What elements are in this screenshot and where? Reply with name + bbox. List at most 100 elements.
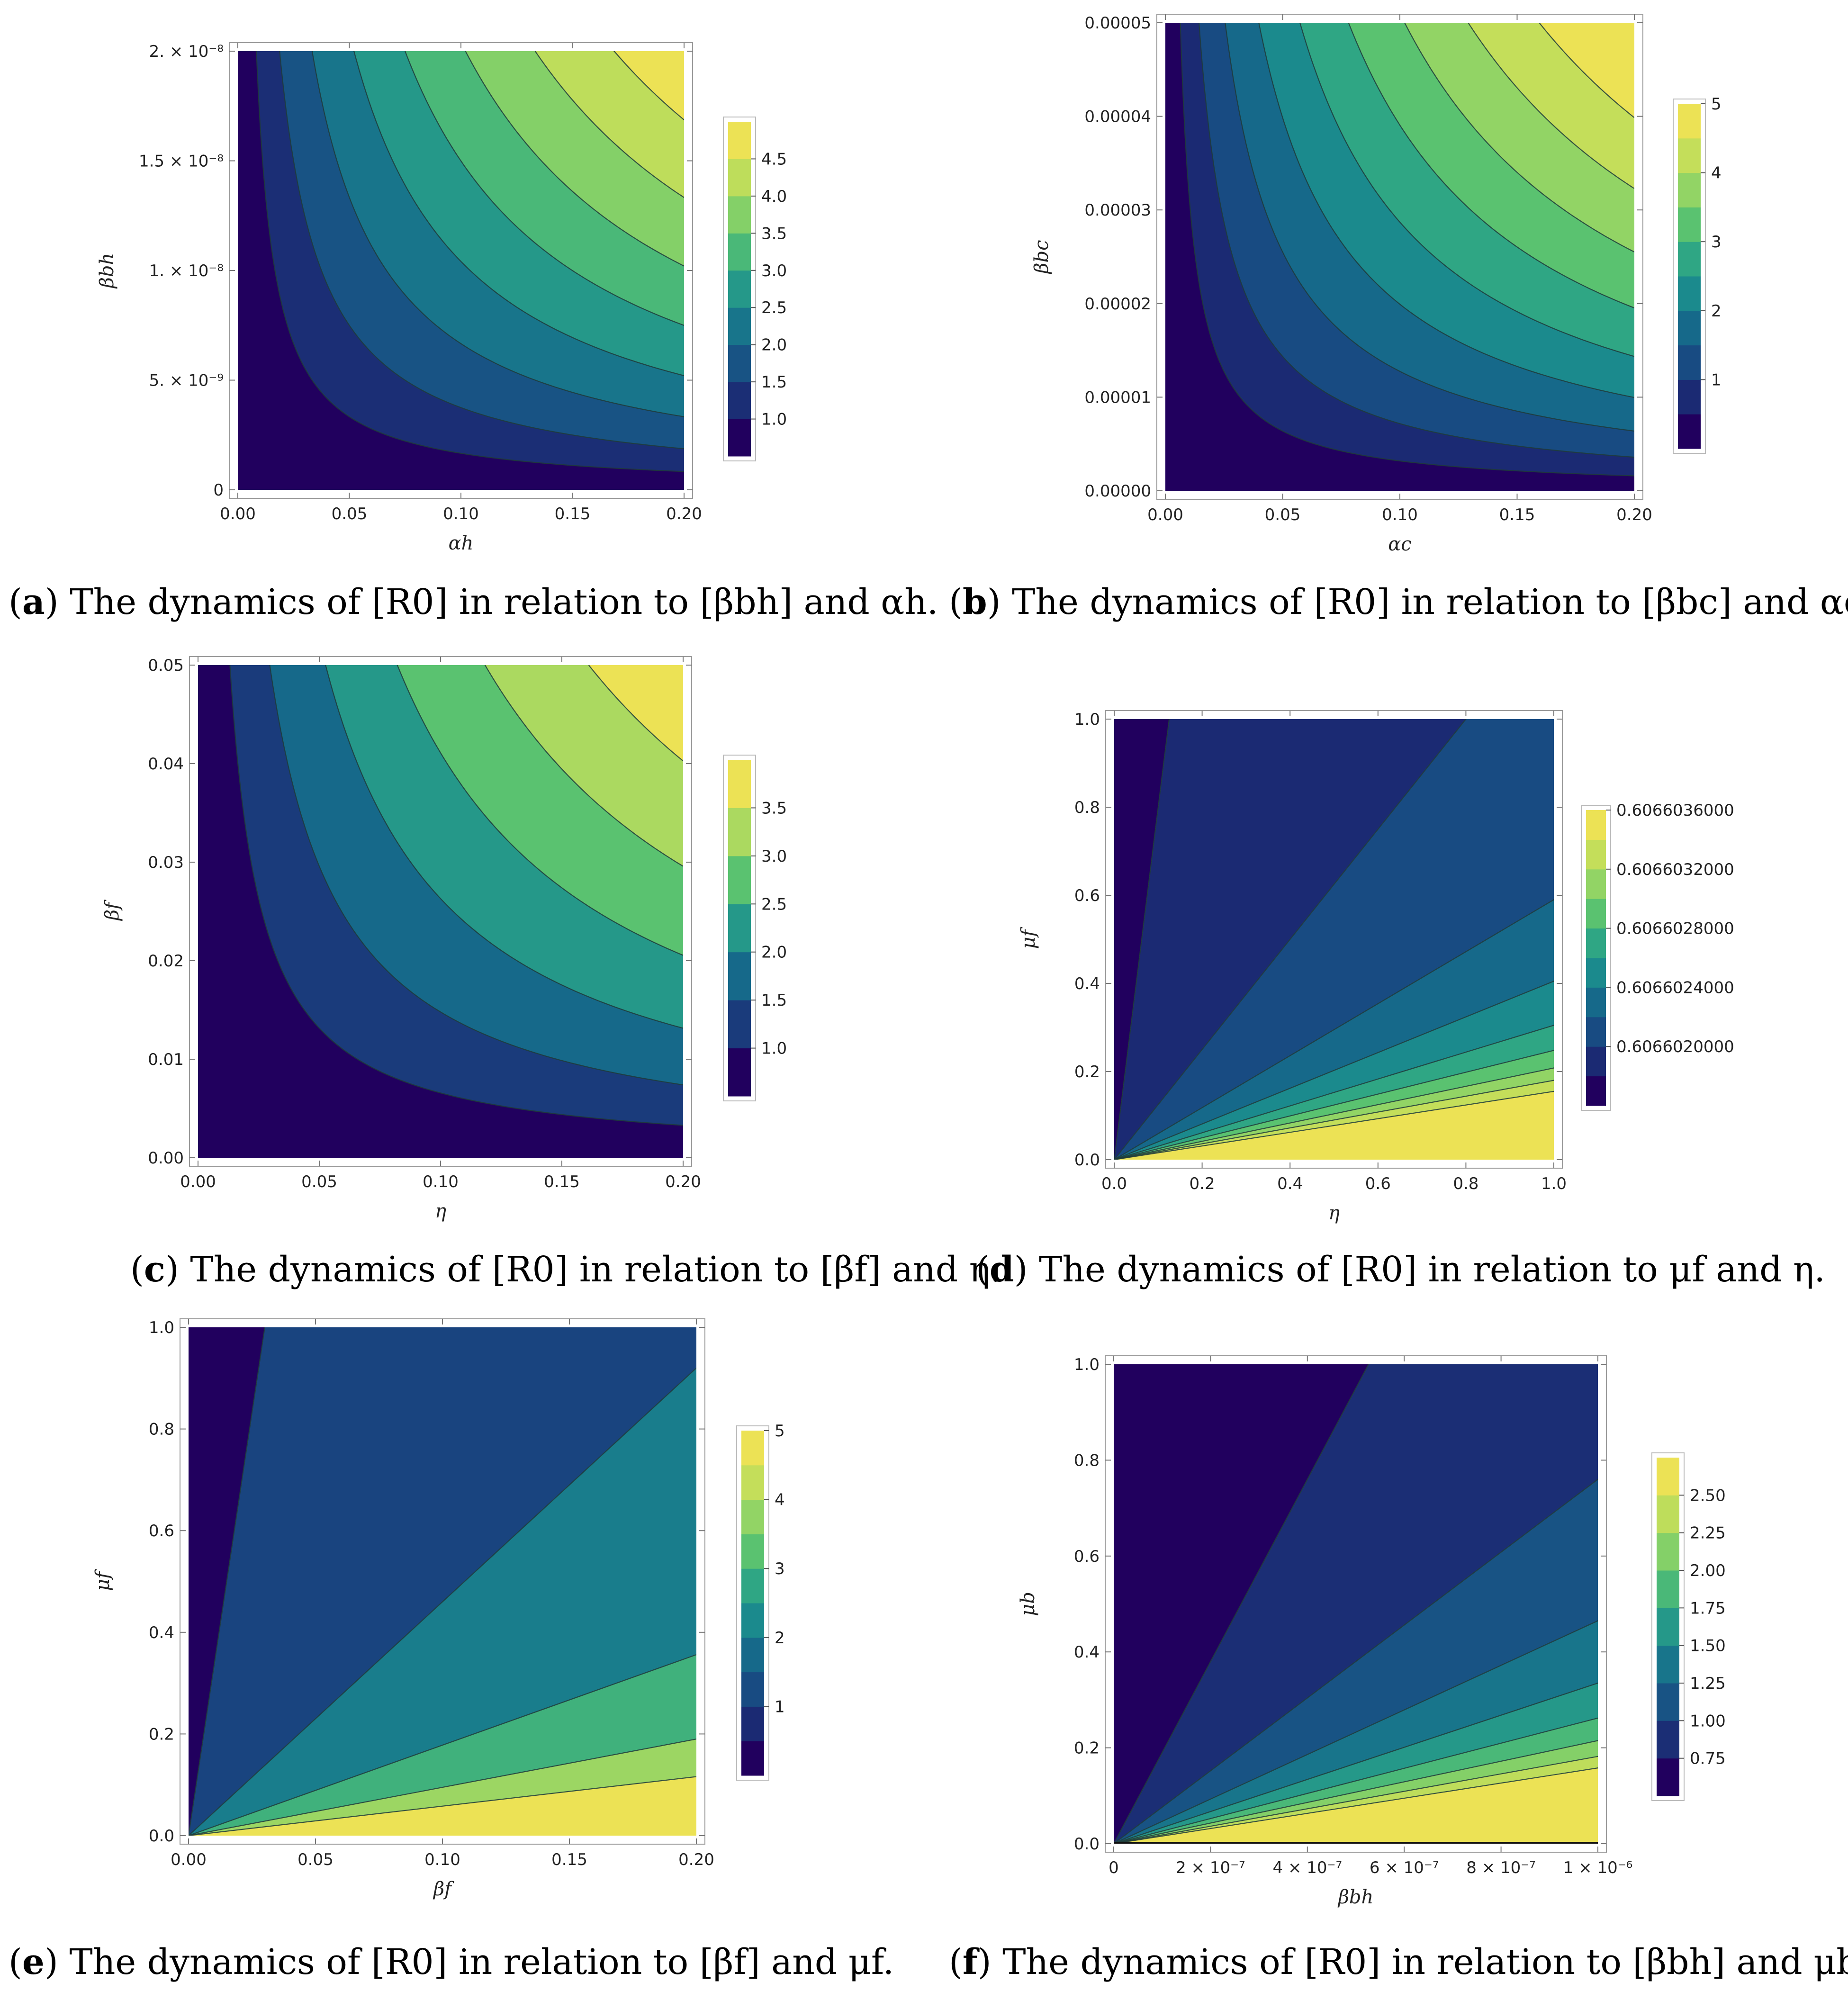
y-tick-label: 0.2 [1074,1063,1100,1081]
contour-line [353,51,684,377]
y-tick-label: 0.8 [149,1420,174,1439]
legend-swatch [1586,1076,1606,1106]
legend-swatch [1586,958,1606,988]
contour-line [1114,1767,1598,1844]
y-axis-label: βbh [96,253,118,289]
legend-label: 4 [775,1491,785,1510]
legend-swatch [1678,104,1701,139]
y-tick-label: 0.4 [1074,974,1100,993]
contour-line [1404,23,1634,252]
legend-swatch [728,1000,751,1049]
y-tick-label: 0.02 [148,952,184,971]
contour-area [198,665,683,1158]
legend-swatch [1678,276,1701,311]
legend-label: 3 [775,1559,785,1578]
x-axis-label: βbh [1337,1886,1374,1908]
y-tick-label: 0.03 [148,853,184,872]
legend-swatch [741,1603,764,1638]
chart-d: 0.0 0.2 0.4 0.6 0.8 1.0 0.0 0.2 0.4 0.6 0.8 1.0 η μf 0… [976,710,1825,1290]
legend-swatch [728,196,751,234]
y-tick-label: 0.6 [1074,886,1100,905]
y-axis-label: βf [101,900,123,921]
contour-line [405,51,684,326]
y-tick-label: 0.05 [148,656,184,675]
y-tick-label: 2. × 10⁻⁸ [149,42,224,61]
contour-band [614,51,684,120]
contour-area [1165,23,1634,491]
legend-swatch [741,1706,764,1741]
chart-e: 0.00 0.05 0.10 0.15 0.20 0.0 0.2 0.4 0.6 0.8 1.0 βf… [9,1318,894,1982]
legend-label: 4.0 [761,187,787,206]
x-tick-label: 0.05 [1265,505,1301,524]
contour-line [1468,23,1634,189]
legend-label: 3.0 [761,261,787,280]
x-tick-label: 0.00 [220,505,256,523]
legend-label: 5 [1711,95,1722,114]
x-tick-label: 6 × 10⁻⁷ [1370,1858,1439,1877]
contour-area [189,1327,696,1836]
legend-swatch [1678,138,1701,173]
legend-label: 1.00 [1690,1712,1726,1730]
contour-band [535,51,684,198]
legend-swatch [728,307,751,345]
legend-swatch [1657,1495,1679,1533]
x-tick-label: 0.2 [1190,1174,1215,1193]
caption: (e) The dynamics of [R0] in relation to … [9,1942,894,1982]
legend-label: 2.0 [761,336,787,355]
caption: (d) The dynamics of [R0] in relation to … [976,1249,1825,1290]
legend-swatch [728,233,751,271]
legend-swatch [741,1637,764,1673]
y-axis-label: μf [92,1569,114,1591]
contour-line [189,1327,266,1836]
legend-swatch [1678,242,1701,277]
legend-label: 0.75 [1690,1749,1726,1768]
contour-area [1114,1364,1598,1844]
y-tick-label: 0.0 [1074,1835,1100,1854]
legend-swatch [1586,1046,1606,1077]
legend-label: 2 [1711,302,1722,321]
y-tick-label: 0.00003 [1084,201,1151,220]
legend-swatch [728,760,751,808]
legend-label: 0.6066024000 [1616,978,1734,997]
legend-label: 1.25 [1690,1674,1726,1693]
contour-band [189,1327,696,1836]
y-tick-label: 5. × 10⁻⁹ [149,371,224,390]
contour-line [189,1654,696,1836]
x-tick-label: 0.20 [678,1850,714,1869]
x-tick-label: 0.20 [665,1172,701,1191]
x-tick-label: 0.00 [171,1850,207,1869]
legend-swatch [728,270,751,308]
legend-swatch [1678,345,1701,380]
contour-line [397,665,683,956]
legend-label: 2.00 [1690,1561,1726,1580]
y-tick-label: 1.0 [149,1318,174,1337]
y-axis-label: βbc [1031,240,1053,274]
legend-label: 0.6066020000 [1616,1037,1734,1056]
contour-line [1114,719,1467,1160]
contour-band [588,665,683,761]
y-tick-label: 0.2 [1074,1739,1100,1758]
legend-swatch [728,904,751,953]
contour-line [465,51,684,267]
y-tick-label: 0.04 [148,755,184,774]
legend-swatch [1657,1645,1679,1684]
y-tick-label: 1.5 × 10⁻⁸ [139,152,224,171]
x-tick-label: 1.0 [1541,1174,1567,1193]
legend-frame [1651,1452,1685,1801]
x-tick-label: 0.10 [1382,505,1418,524]
x-tick-label: 0.4 [1277,1174,1303,1193]
y-tick-label: 0.4 [1074,1643,1100,1662]
legend-swatch [1586,899,1606,929]
contour-line [1225,23,1634,432]
x-tick-label: 0.6 [1365,1174,1391,1193]
legend-swatch [728,122,751,159]
legend-label: 1.0 [761,410,787,429]
legend-swatch [1586,869,1606,899]
legend-swatch [1657,1683,1679,1721]
legend-label: 2.0 [761,943,787,962]
contour-line [1299,23,1634,357]
x-axis-label: αc [1388,533,1411,555]
x-tick-label: 0.05 [297,1850,334,1869]
legend-swatch [741,1465,764,1500]
